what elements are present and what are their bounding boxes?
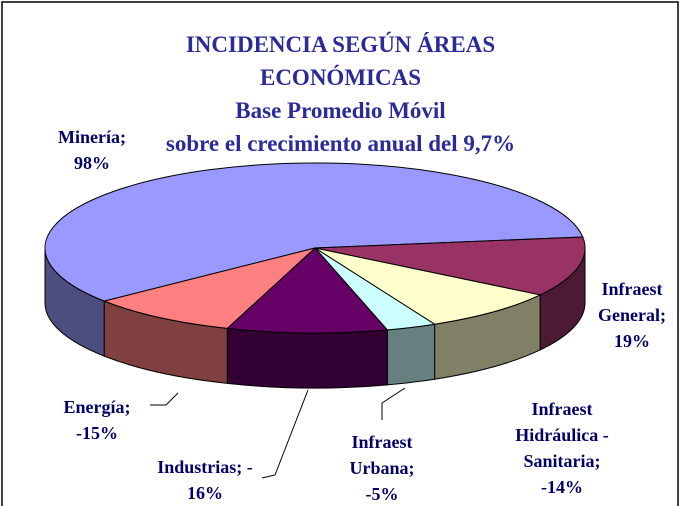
pie-slice xyxy=(314,247,542,325)
data-label: Infraest Hidráulica - Sanitaria; -14% xyxy=(515,399,609,497)
chart-title: INCIDENCIA SEGÚN ÁREAS ECONÓMICAS xyxy=(185,32,496,90)
leader-lines xyxy=(150,387,406,479)
data-label: Minería; 98% xyxy=(58,127,126,173)
data-label: Infraest Urbana; -5% xyxy=(349,432,415,504)
pie-slice xyxy=(226,247,389,334)
pie-tops xyxy=(44,162,586,334)
leader-line xyxy=(381,387,406,420)
chart-subtitle: Base Promedio Móvil sobre el crecimiento… xyxy=(165,98,516,156)
data-label: Energía; -15% xyxy=(63,397,131,443)
data-label: Infraest General; 19% xyxy=(598,279,666,351)
leader-line xyxy=(261,389,309,479)
pie-slice xyxy=(314,236,586,296)
pie-slice xyxy=(44,162,584,302)
pie-wall xyxy=(226,327,388,389)
leader-line xyxy=(150,392,179,406)
pie-wall xyxy=(386,323,436,386)
data-label: Industrias; - 16% xyxy=(157,457,253,503)
pie-slice xyxy=(102,247,316,329)
